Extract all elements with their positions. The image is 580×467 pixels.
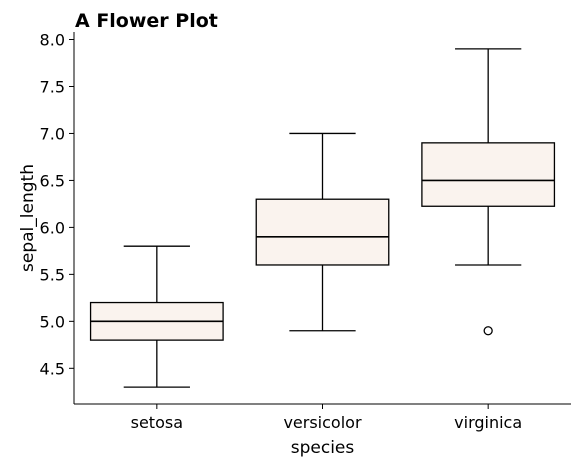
y-tick-label: 8.0: [40, 31, 65, 50]
y-tick-label: 5.0: [40, 312, 65, 331]
y-axis-ticks: 4.5 5.0 5.5 6.0 6.5 7.0 7.5 8.0: [40, 31, 74, 378]
plot-area: [89, 48, 556, 388]
x-tick-label: setosa: [131, 413, 183, 432]
box-versicolor: [255, 132, 390, 332]
iqr-box: [255, 198, 390, 266]
y-tick-label: 4.5: [40, 359, 65, 378]
iqr-box: [421, 142, 556, 207]
chart-title: A Flower Plot: [75, 10, 218, 32]
y-tick-label: 6.0: [40, 218, 65, 237]
x-axis-ticks: setosa versicolor virginica: [131, 404, 522, 432]
box-setosa: [89, 245, 224, 388]
y-tick-label: 7.0: [40, 124, 65, 143]
x-axis-label: species: [291, 438, 355, 458]
x-tick-label: virginica: [454, 413, 522, 432]
box-virginica: [421, 48, 556, 336]
outlier-point: [483, 326, 493, 336]
y-tick-label: 5.5: [40, 265, 65, 284]
y-axis-label: sepal_length: [18, 164, 38, 272]
x-tick-label: versicolor: [283, 413, 361, 432]
y-tick-label: 6.5: [40, 171, 65, 190]
y-tick-label: 7.5: [40, 77, 65, 96]
